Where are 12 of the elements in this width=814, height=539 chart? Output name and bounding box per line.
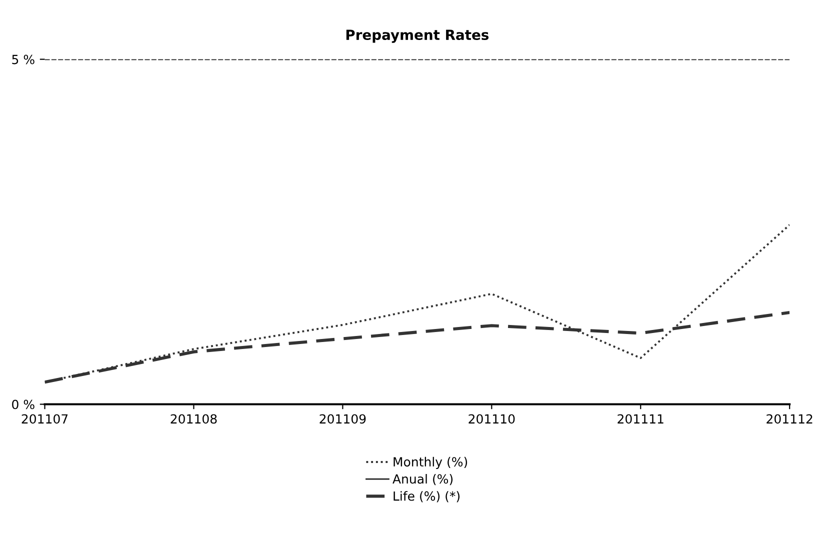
x-tick-label: 201109	[320, 414, 366, 424]
legend-label: Monthly (%)	[394, 456, 468, 469]
y-tick-label: 0 %	[12, 400, 34, 410]
x-tick-label: 201112	[766, 414, 812, 424]
x-tick-label: 201111	[618, 414, 664, 424]
chart-title: Prepayment Rates	[346, 30, 489, 43]
y-tick-label: 5 %	[12, 54, 34, 64]
x-tick-label: 201107	[22, 414, 68, 424]
x-tick-label: 201110	[468, 414, 515, 424]
legend-label: Life (%) (*)	[394, 491, 460, 502]
x-tick-label: 201108	[170, 414, 217, 424]
legend-label: Anual (%)	[392, 474, 453, 486]
